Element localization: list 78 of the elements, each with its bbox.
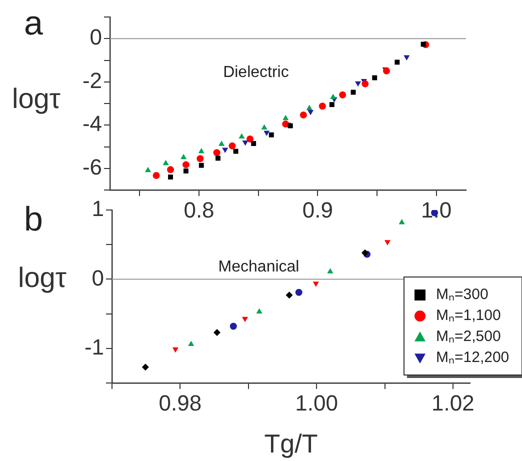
point: [188, 340, 194, 346]
x-tick-label: 1.00: [295, 390, 338, 416]
legend-label: Mₙ=300: [436, 286, 488, 304]
x-tick-label: 0.8: [184, 197, 214, 222]
point: [384, 240, 391, 246]
y-tick-label: -1: [84, 334, 104, 360]
y-tick-label: -2: [82, 68, 102, 93]
point: [222, 148, 228, 154]
point: [312, 282, 319, 287]
point: [362, 80, 369, 88]
point: [268, 132, 274, 138]
point: [213, 149, 220, 156]
point: [329, 102, 334, 108]
point: [398, 218, 405, 224]
point: [354, 81, 362, 87]
point: [198, 148, 204, 154]
point: [183, 168, 188, 174]
point: [282, 114, 289, 120]
point: [361, 249, 368, 256]
y-tick-label: 0: [90, 24, 102, 50]
annotation: Mechanical: [218, 258, 300, 276]
point: [233, 148, 238, 154]
point: [404, 55, 410, 61]
point: [308, 110, 314, 116]
point: [339, 91, 346, 98]
x-tick-label: 0.98: [158, 390, 202, 416]
point: [394, 60, 400, 65]
point: [286, 292, 293, 299]
point: [420, 42, 426, 47]
point: [246, 135, 254, 142]
point: [168, 174, 173, 180]
point: [196, 155, 204, 162]
point: [152, 172, 160, 180]
point: [162, 160, 169, 166]
y-tick-label: 0: [92, 265, 104, 290]
point: [318, 102, 326, 110]
x-tick-label: 1.02: [432, 390, 474, 416]
point: [180, 154, 187, 160]
point: [144, 166, 152, 172]
point: [372, 75, 378, 80]
point: [282, 120, 290, 128]
point: [216, 156, 220, 161]
point: [242, 316, 248, 322]
point: [238, 133, 245, 139]
point: [218, 140, 225, 146]
point: [264, 130, 270, 136]
x-tick-label: 1.0: [421, 197, 452, 222]
point: [198, 162, 204, 168]
y-tick-label: -4: [82, 111, 102, 136]
y-tick-label: -6: [82, 154, 102, 180]
legend-label: Mₙ=1,100: [436, 307, 501, 324]
point: [256, 308, 262, 314]
point: [214, 328, 221, 336]
text: b: [24, 200, 43, 238]
point: [300, 111, 307, 118]
point: [242, 140, 248, 146]
point: [172, 347, 178, 353]
point: [251, 141, 256, 146]
y-tick-label: 1: [92, 196, 104, 222]
y-axis-title: logτ: [12, 82, 60, 114]
legend-label: Mₙ=2,500: [436, 328, 501, 346]
point: [182, 161, 190, 168]
point: [228, 142, 236, 150]
point: [295, 288, 302, 296]
point: [142, 364, 149, 371]
point: [167, 166, 174, 174]
y-axis-title: logτ: [18, 262, 66, 293]
point: [230, 322, 237, 330]
x-axis-title: Tg/T: [264, 428, 318, 459]
point: [288, 123, 293, 128]
x-tick-label: 0.9: [302, 197, 333, 222]
annotation: Dielectric: [223, 64, 289, 81]
point: [327, 268, 334, 274]
point: [306, 104, 312, 110]
point: [330, 94, 336, 99]
text: a: [24, 4, 43, 42]
point: [261, 124, 268, 130]
legend-label: Mₙ=12,200: [436, 349, 510, 366]
